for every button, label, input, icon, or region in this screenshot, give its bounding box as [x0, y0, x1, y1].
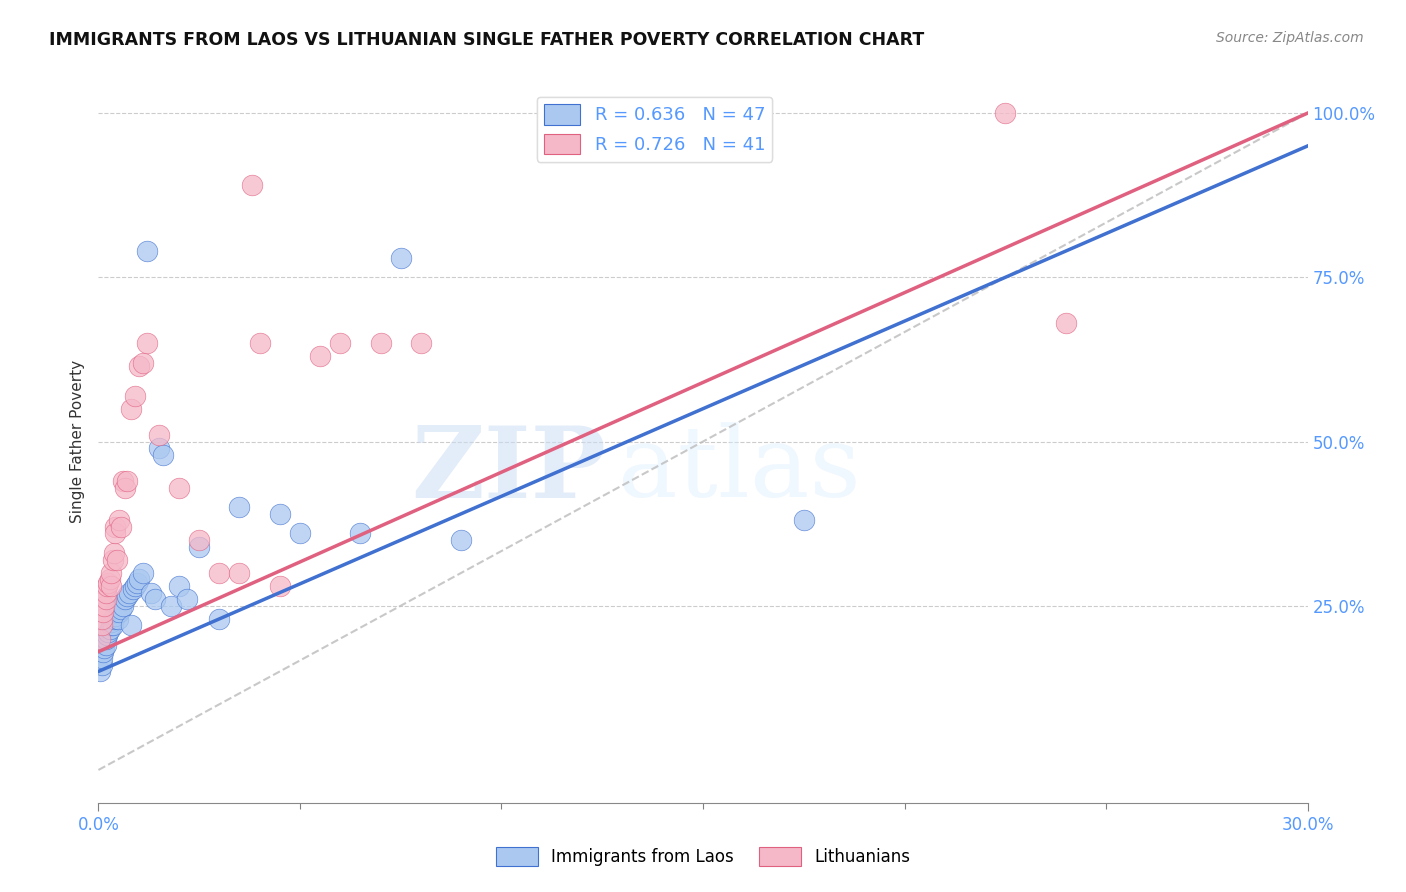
Point	[1054, 316, 1077, 330]
Point	[125, 575, 148, 590]
Point	[118, 585, 141, 599]
Point	[994, 106, 1017, 120]
Point	[208, 612, 231, 626]
Point	[111, 474, 134, 488]
Point	[107, 513, 129, 527]
Point	[98, 622, 121, 636]
Point	[91, 605, 114, 619]
Point	[103, 608, 125, 623]
Point	[288, 526, 311, 541]
Point	[188, 540, 211, 554]
Point	[94, 592, 117, 607]
Point	[107, 605, 129, 619]
Point	[124, 579, 146, 593]
Point	[98, 573, 121, 587]
Point	[329, 336, 352, 351]
Point	[114, 592, 136, 607]
Point	[93, 599, 115, 613]
Point	[167, 481, 190, 495]
Point	[96, 632, 118, 646]
Point	[228, 566, 250, 580]
Point	[100, 566, 122, 580]
Point	[132, 356, 155, 370]
Point	[100, 579, 122, 593]
Point	[91, 651, 114, 665]
Point	[124, 388, 146, 402]
Point	[139, 585, 162, 599]
Point	[89, 632, 111, 646]
Point	[110, 520, 132, 534]
Point	[188, 533, 211, 547]
Point	[128, 573, 150, 587]
Point	[160, 599, 183, 613]
Point	[143, 592, 166, 607]
Point	[135, 336, 157, 351]
Y-axis label: Single Father Poverty: Single Father Poverty	[70, 360, 86, 523]
Point	[115, 474, 138, 488]
Point	[103, 520, 125, 534]
Point	[148, 441, 170, 455]
Point	[349, 526, 371, 541]
Point	[121, 582, 143, 597]
Point	[152, 448, 174, 462]
Point	[90, 657, 112, 672]
Point	[409, 336, 432, 351]
Legend: Immigrants from Laos, Lithuanians: Immigrants from Laos, Lithuanians	[489, 840, 917, 873]
Point	[90, 618, 112, 632]
Text: atlas: atlas	[619, 423, 860, 518]
Point	[167, 579, 190, 593]
Point	[97, 625, 120, 640]
Point	[103, 612, 125, 626]
Point	[208, 566, 231, 580]
Point	[96, 579, 118, 593]
Point	[120, 401, 142, 416]
Point	[93, 641, 115, 656]
Point	[148, 428, 170, 442]
Point	[111, 599, 134, 613]
Point	[103, 546, 125, 560]
Point	[309, 349, 332, 363]
Point	[104, 526, 127, 541]
Point	[105, 602, 128, 616]
Point	[269, 507, 291, 521]
Point	[128, 359, 150, 373]
Point	[96, 585, 118, 599]
Point	[97, 575, 120, 590]
Point	[104, 605, 127, 619]
Point	[115, 589, 138, 603]
Point	[176, 592, 198, 607]
Point	[100, 618, 122, 632]
Point	[91, 645, 114, 659]
Text: IMMIGRANTS FROM LAOS VS LITHUANIAN SINGLE FATHER POVERTY CORRELATION CHART: IMMIGRANTS FROM LAOS VS LITHUANIAN SINGL…	[49, 31, 925, 49]
Point	[101, 618, 124, 632]
Point	[120, 618, 142, 632]
Point	[269, 579, 291, 593]
Point	[105, 553, 128, 567]
Legend: R = 0.636   N = 47, R = 0.726   N = 41: R = 0.636 N = 47, R = 0.726 N = 41	[537, 96, 772, 161]
Point	[370, 336, 392, 351]
Point	[389, 251, 412, 265]
Point	[132, 566, 155, 580]
Point	[110, 602, 132, 616]
Point	[89, 665, 111, 679]
Point	[107, 612, 129, 626]
Point	[135, 244, 157, 258]
Point	[114, 481, 136, 495]
Point	[91, 612, 114, 626]
Point	[240, 178, 263, 193]
Point	[96, 628, 118, 642]
Point	[228, 500, 250, 515]
Text: ZIP: ZIP	[412, 422, 606, 519]
Point	[793, 513, 815, 527]
Point	[94, 638, 117, 652]
Point	[100, 615, 122, 630]
Point	[249, 336, 271, 351]
Text: Source: ZipAtlas.com: Source: ZipAtlas.com	[1216, 31, 1364, 45]
Point	[101, 553, 124, 567]
Point	[450, 533, 472, 547]
